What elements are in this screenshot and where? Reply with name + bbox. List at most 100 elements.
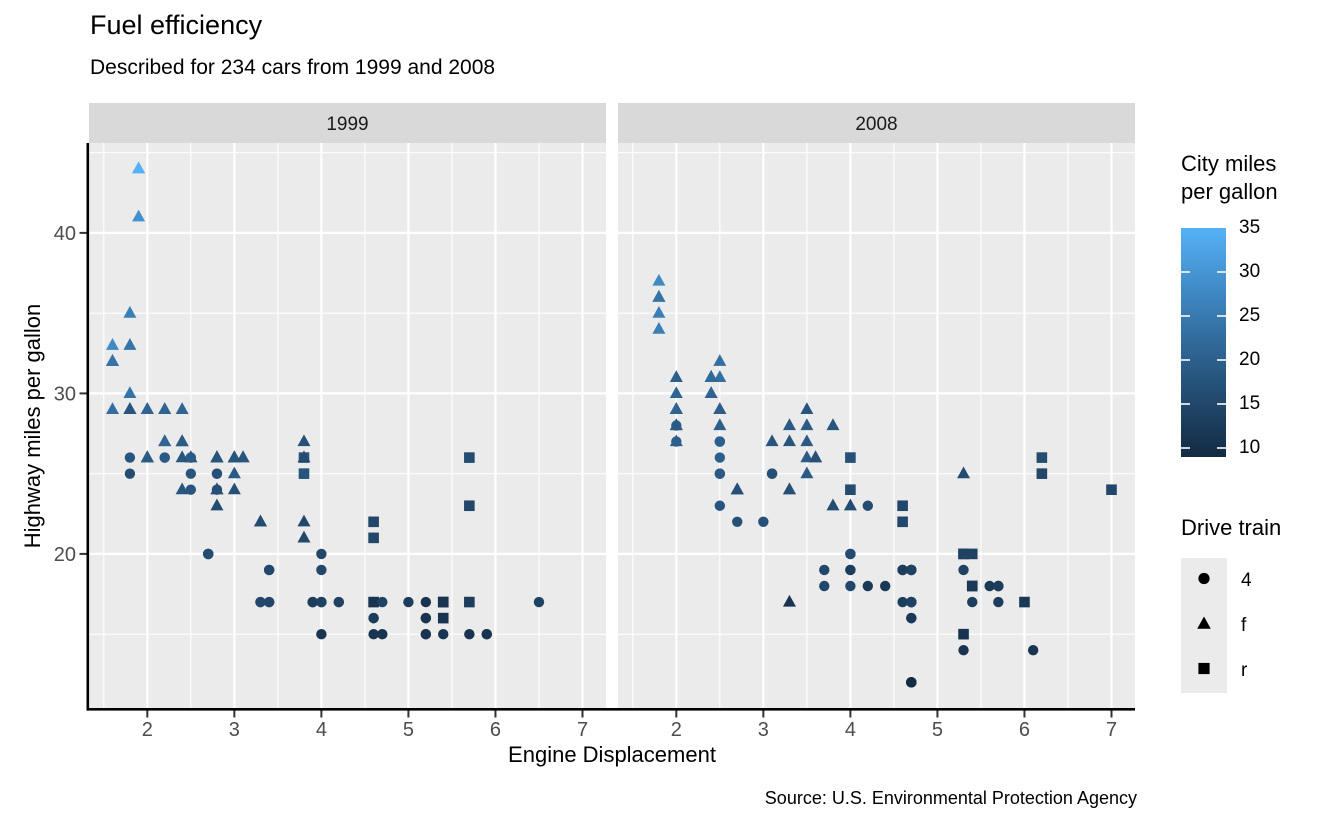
- data-point: [437, 596, 449, 608]
- y-tick-label: 20: [54, 544, 76, 566]
- data-point: [263, 564, 275, 576]
- color-gradient-bar-wrap: [1181, 228, 1226, 457]
- data-point: [203, 548, 214, 560]
- data-point: [958, 564, 969, 576]
- data-point: [106, 354, 119, 366]
- data-point: [897, 596, 908, 608]
- data-point: [368, 516, 379, 528]
- color-legend-tick-label: 30: [1239, 261, 1261, 283]
- data-point: [185, 468, 197, 479]
- data-point: [175, 482, 189, 495]
- drv-4-label: 4: [1241, 569, 1252, 591]
- data-point: [984, 580, 995, 592]
- data-point: [966, 580, 978, 592]
- x-tick-label: 4: [316, 719, 327, 741]
- data-point: [132, 209, 146, 222]
- data-point: [368, 532, 379, 544]
- data-point: [906, 564, 917, 576]
- x-tick-label: 3: [229, 719, 240, 741]
- data-point: [185, 484, 197, 495]
- data-point: [713, 370, 727, 382]
- data-point: [782, 594, 796, 607]
- data-point: [316, 548, 327, 560]
- data-point: [897, 516, 908, 528]
- data-point: [766, 468, 778, 479]
- x-tick-label: 7: [577, 719, 588, 741]
- y-tick-label: 30: [54, 383, 76, 405]
- data-point: [236, 450, 250, 463]
- data-point: [316, 564, 327, 576]
- data-point: [809, 450, 823, 463]
- data-point: [966, 548, 978, 560]
- data-point: [298, 468, 310, 479]
- data-point: [669, 418, 683, 431]
- data-point: [1019, 596, 1030, 608]
- drv-4-key: [1181, 558, 1227, 603]
- data-point: [782, 434, 796, 447]
- data-point: [123, 338, 137, 350]
- data-point: [403, 596, 414, 608]
- data-point: [140, 402, 154, 415]
- data-point: [713, 418, 727, 431]
- plot-caption: Source: U.S. Environmental Protection Ag…: [764, 788, 1137, 808]
- data-point: [316, 596, 327, 608]
- data-point: [845, 484, 856, 496]
- data-point: [957, 466, 971, 479]
- shape-legend-item-f: f: [1181, 603, 1252, 648]
- facet-strip-1999: [89, 103, 606, 143]
- drv-f-label: f: [1241, 614, 1247, 636]
- data-point: [132, 161, 146, 174]
- data-point: [906, 596, 917, 608]
- x-tick-label: 3: [758, 719, 769, 741]
- color-legend-tick-label: 25: [1239, 305, 1261, 327]
- x-axis-title: Engine Displacement: [508, 742, 716, 767]
- data-point: [533, 596, 545, 608]
- data-point: [704, 370, 718, 382]
- data-point: [862, 580, 873, 592]
- data-point: [958, 548, 969, 560]
- color-legend-tick: [1181, 403, 1190, 406]
- shape-legend: Drive train 4 f r: [1181, 514, 1344, 693]
- x-tick-label: 5: [932, 719, 943, 741]
- data-point: [958, 645, 969, 656]
- facet-strip-label-1999: 1999: [326, 114, 368, 135]
- data-point: [897, 500, 908, 512]
- x-tick-label: 6: [490, 719, 501, 741]
- data-point: [782, 482, 796, 495]
- data-point: [420, 612, 432, 624]
- shape-legend-item-r: r: [1181, 648, 1252, 693]
- data-point: [123, 305, 137, 318]
- data-point: [819, 580, 830, 592]
- data-point: [210, 450, 224, 463]
- triangle-icon: [1181, 601, 1227, 651]
- data-point: [1036, 468, 1048, 479]
- color-legend-title-line2: per gallon: [1181, 179, 1278, 204]
- data-point: [211, 468, 223, 479]
- axes-layer: 2 3 4 5 6 7 2 3 4 5 6 7 20 30 40: [54, 143, 1135, 741]
- data-point: [255, 596, 266, 608]
- color-legend: City miles per gallon 35 30 25 20 15 10: [1181, 150, 1344, 458]
- data-point: [652, 321, 666, 334]
- data-point: [819, 564, 830, 576]
- x-tick-label: 7: [1106, 719, 1117, 741]
- y-axis-title: Highway miles per gallon: [20, 303, 45, 549]
- data-point: [669, 434, 683, 447]
- data-point: [993, 580, 1004, 592]
- data-point: [906, 612, 917, 624]
- data-point: [880, 580, 891, 592]
- color-legend-title: City miles per gallon: [1181, 150, 1344, 206]
- data-point: [438, 628, 449, 640]
- data-point: [713, 402, 727, 415]
- data-point: [481, 628, 492, 640]
- data-point: [845, 580, 856, 592]
- data-point: [159, 452, 170, 463]
- points-layer: [106, 161, 1117, 688]
- data-point: [140, 450, 154, 463]
- data-point: [210, 482, 224, 495]
- data-point: [652, 289, 666, 302]
- panel-bg-1999: [89, 143, 606, 708]
- data-point: [106, 338, 119, 350]
- data-point: [377, 596, 388, 608]
- data-point: [437, 612, 449, 624]
